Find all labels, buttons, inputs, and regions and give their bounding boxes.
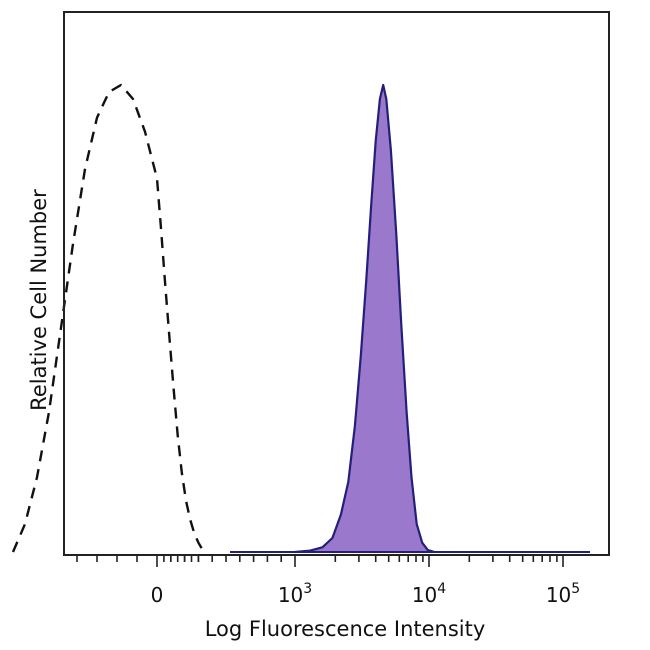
plot-frame xyxy=(63,11,610,556)
control-histogram-dashed xyxy=(11,83,205,553)
x-tick-label: 104 xyxy=(412,581,446,607)
x-tick-labels: 0 103 104 105 xyxy=(151,581,581,607)
sample-histogram-fill xyxy=(295,85,435,552)
y-axis-title: Relative Cell Number xyxy=(27,189,51,411)
x-tick-label: 0 xyxy=(151,583,164,607)
sample-histogram-outline xyxy=(294,83,435,554)
x-tick-label: 105 xyxy=(546,581,580,607)
x-minor-ticks xyxy=(76,555,564,567)
x-tick-label: 103 xyxy=(278,581,312,607)
x-axis-title: Log Fluorescence Intensity xyxy=(205,617,486,641)
series-layer xyxy=(11,83,590,554)
